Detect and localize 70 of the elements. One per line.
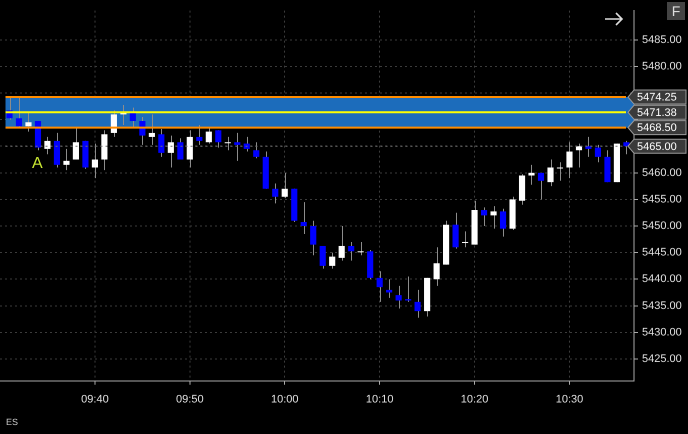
ref-line-label: 5465.00 [637, 140, 677, 153]
y-tick-label: 5460.00 [642, 166, 682, 179]
candlestick [358, 241, 364, 256]
candlestick [329, 252, 336, 270]
candlestick [16, 96, 22, 128]
candlestick [556, 162, 564, 182]
x-tick-label: 09:40 [81, 393, 109, 406]
candlestick [576, 143, 582, 168]
candlestick [25, 111, 32, 132]
x-tick-label: 10:10 [366, 393, 394, 406]
y-tick-label: 5480.00 [642, 60, 682, 72]
candlestick [528, 164, 535, 186]
candlestick [480, 206, 488, 227]
candlestick [594, 144, 602, 163]
text: ES [6, 417, 18, 427]
candlestick [405, 276, 412, 302]
ref-line-label: 5471.38 [637, 106, 677, 119]
y-tick-label: 5430.00 [642, 326, 682, 338]
candlestick [566, 142, 573, 179]
y-tick-label: 5485.00 [642, 34, 682, 46]
candlestick [414, 289, 421, 318]
candlestick [547, 159, 554, 187]
candlestick [338, 226, 345, 262]
candlestick [585, 136, 592, 158]
candlestick [462, 230, 468, 248]
candlestick [282, 172, 288, 199]
candlestick [300, 202, 307, 234]
candlestick [253, 142, 260, 159]
candlestick [434, 246, 440, 286]
candlestick [63, 148, 70, 171]
candlestick [452, 212, 459, 250]
candlestick [320, 245, 326, 270]
candlestick [234, 132, 240, 162]
candlestick [72, 127, 79, 160]
x-tick-label: 10:30 [556, 393, 584, 406]
candlestick [206, 127, 212, 144]
x-tick-label: 10:20 [460, 393, 488, 406]
candlestick [148, 114, 155, 146]
candlestick [386, 278, 392, 298]
candlestick [348, 241, 354, 262]
y-tick-label: 5455.00 [642, 193, 682, 206]
x-tick-label: 10:00 [270, 393, 299, 406]
candlestick [186, 130, 193, 168]
candlestick [215, 130, 222, 148]
candlestick [44, 136, 51, 155]
candlestick [272, 182, 278, 204]
ref-line-label: 5468.50 [637, 122, 677, 134]
y-tick-label: 5440.00 [642, 273, 682, 286]
candlestick [376, 270, 383, 302]
candlestick [396, 285, 402, 309]
candlestick [244, 136, 250, 152]
y-tick-label: 5425.00 [642, 353, 682, 366]
candlestick [177, 138, 184, 160]
y-tick-label: 5450.00 [642, 220, 682, 232]
candlestick [54, 132, 60, 168]
candlestick [310, 220, 316, 256]
y-tick-label: 5435.00 [642, 300, 682, 312]
f-button: F [667, 2, 685, 20]
y-tick-label: 5445.00 [642, 246, 682, 259]
ref-line-label: 5474.25 [637, 92, 677, 104]
annotation: A [32, 155, 43, 173]
candlestick [500, 208, 506, 238]
candlestick [92, 143, 98, 179]
candlestick [538, 172, 544, 200]
candlestick [168, 135, 174, 168]
candlestick [490, 206, 497, 230]
candlestick [196, 124, 202, 146]
x-tick-label: 09:50 [176, 393, 204, 406]
candlestick [158, 128, 164, 158]
candlestick [224, 136, 231, 151]
